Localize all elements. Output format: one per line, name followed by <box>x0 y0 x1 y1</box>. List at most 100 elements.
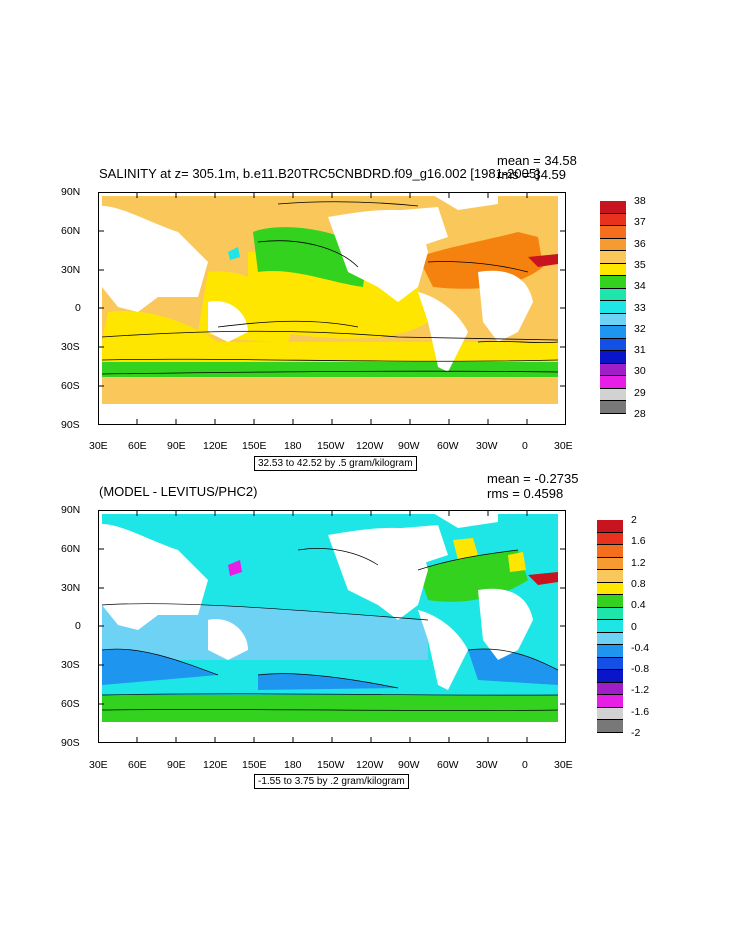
panel1-lon-label: 180 <box>284 440 302 452</box>
panel1-lat-label: 0 <box>75 302 81 314</box>
panel2-lon-label: 90E <box>167 759 186 771</box>
colorbar-swatch <box>600 326 626 339</box>
colorbar-swatch <box>597 720 623 733</box>
panel2-lon-label: 60W <box>437 759 459 771</box>
colorbar-swatch <box>600 401 626 414</box>
panel1-colorbar <box>600 201 660 414</box>
colorbar-swatch <box>600 363 626 377</box>
panel1-lat-label: 30S <box>61 341 80 353</box>
colorbar-swatch <box>597 670 623 683</box>
panel1-lon-label: 30E <box>89 440 108 452</box>
panel1-lon-label: 60E <box>128 440 147 452</box>
panel1-lon-label: 150W <box>317 440 345 452</box>
colorbar-swatch <box>597 657 623 671</box>
colorbar-label: 38 <box>634 195 646 207</box>
colorbar-label: 28 <box>634 408 646 420</box>
panel2-lon-label: 30E <box>89 759 108 771</box>
panel2-title: (MODEL - LEVITUS/PHC2) <box>99 484 258 499</box>
panel2-lat-label: 30S <box>61 659 80 671</box>
panel2-map <box>98 510 566 743</box>
panel2-colorbar <box>597 520 657 733</box>
panel2-lon-label: 150E <box>242 759 267 771</box>
panel1-lon-label: 0 <box>522 440 528 452</box>
colorbar-label: 1.6 <box>631 535 646 548</box>
panel1-lon-label: 90W <box>398 440 420 452</box>
colorbar-swatch <box>597 632 623 646</box>
panel2-lon-label: 120W <box>356 759 384 771</box>
panel2-lat-label: 90N <box>61 504 81 516</box>
colorbar-swatch <box>600 213 626 227</box>
colorbar-swatch <box>597 557 623 571</box>
panel1-ticks <box>98 192 566 425</box>
panel2-lon-label: 180 <box>284 759 302 771</box>
colorbar-label: 35 <box>634 258 646 271</box>
panel2-lat-label: 60S <box>61 698 80 710</box>
panel1-lon-label: 120W <box>356 440 384 452</box>
colorbar-swatch <box>597 520 623 533</box>
colorbar-label: 37 <box>634 216 646 229</box>
colorbar-label: -1.2 <box>631 684 650 697</box>
colorbar-swatch <box>597 570 623 583</box>
panel2-lon-label: 30W <box>476 759 498 771</box>
panel1-lon-label: 60W <box>437 440 459 452</box>
panel2-contours <box>101 548 559 711</box>
panel1-contour-info: 32.53 to 42.52 by .5 gram/kilogram <box>254 456 417 471</box>
panel1-title: SALINITY at z= 305.1m, b.e11.B20TRC5CNBD… <box>99 166 540 181</box>
colorbar-swatch <box>600 388 626 402</box>
panel2-contour-info: -1.55 to 3.75 by .2 gram/kilogram <box>254 774 409 789</box>
panel1-contours <box>101 201 559 375</box>
panel1-lat-label: 90S <box>61 419 80 431</box>
panel2-ticks <box>98 510 566 743</box>
colorbar-label: 36 <box>634 237 646 250</box>
colorbar-label: 30 <box>634 365 646 378</box>
panel1-lat-label: 60S <box>61 380 80 392</box>
panel2-lon-label: 150W <box>317 759 345 771</box>
colorbar-swatch <box>597 582 623 596</box>
panel1-lat-label: 90N <box>61 186 81 198</box>
colorbar-label: 31 <box>634 344 646 357</box>
colorbar-swatch <box>600 238 626 252</box>
panel1-lon-label: 90E <box>167 440 186 452</box>
colorbar-swatch <box>597 595 623 608</box>
panel1-lat-label: 60N <box>61 225 81 237</box>
colorbar-swatch <box>600 263 626 277</box>
colorbar-swatch <box>600 276 626 289</box>
panel2-lon-label: 0 <box>522 759 528 771</box>
panel1-rms: rms = 34.59 <box>497 167 567 182</box>
colorbar-label: -2 <box>631 727 641 739</box>
colorbar-label: 32 <box>634 322 646 335</box>
panel2-rms: rms = 0.4598 <box>487 486 564 501</box>
colorbar-swatch <box>600 251 626 264</box>
colorbar-label: 0.4 <box>631 599 646 612</box>
panel2-lat-label: 30N <box>61 582 81 594</box>
colorbar-swatch <box>597 532 623 546</box>
panel2-lat-label: 90S <box>61 737 80 749</box>
colorbar-swatch <box>597 620 623 633</box>
colorbar-label: -0.4 <box>631 641 650 654</box>
colorbar-label: 29 <box>634 386 646 399</box>
colorbar-swatch <box>600 288 626 302</box>
panel2-lon-label: 90W <box>398 759 420 771</box>
colorbar-swatch <box>600 351 626 364</box>
colorbar-swatch <box>597 607 623 621</box>
panel1-lon-label: 120E <box>203 440 228 452</box>
colorbar-label: 2 <box>631 514 637 526</box>
colorbar-swatch <box>597 682 623 696</box>
colorbar-swatch <box>597 707 623 721</box>
colorbar-swatch <box>597 645 623 658</box>
panel2-lon-label: 30E <box>554 759 573 771</box>
panel2-lon-label: 60E <box>128 759 147 771</box>
panel2-lon-label: 120E <box>203 759 228 771</box>
colorbar-swatch <box>600 301 626 314</box>
colorbar-label: 34 <box>634 280 646 293</box>
panel1-lat-label: 30N <box>61 264 81 276</box>
panel1-lon-label: 150E <box>242 440 267 452</box>
colorbar-label: 0 <box>631 620 637 633</box>
colorbar-label: 1.2 <box>631 556 646 569</box>
colorbar-swatch <box>600 338 626 352</box>
panel2-mean: mean = -0.2735 <box>487 471 579 486</box>
colorbar-label: -1.6 <box>631 705 650 718</box>
colorbar-swatch <box>597 545 623 558</box>
panel1-lon-label: 30W <box>476 440 498 452</box>
colorbar-label: 0.8 <box>631 577 646 590</box>
